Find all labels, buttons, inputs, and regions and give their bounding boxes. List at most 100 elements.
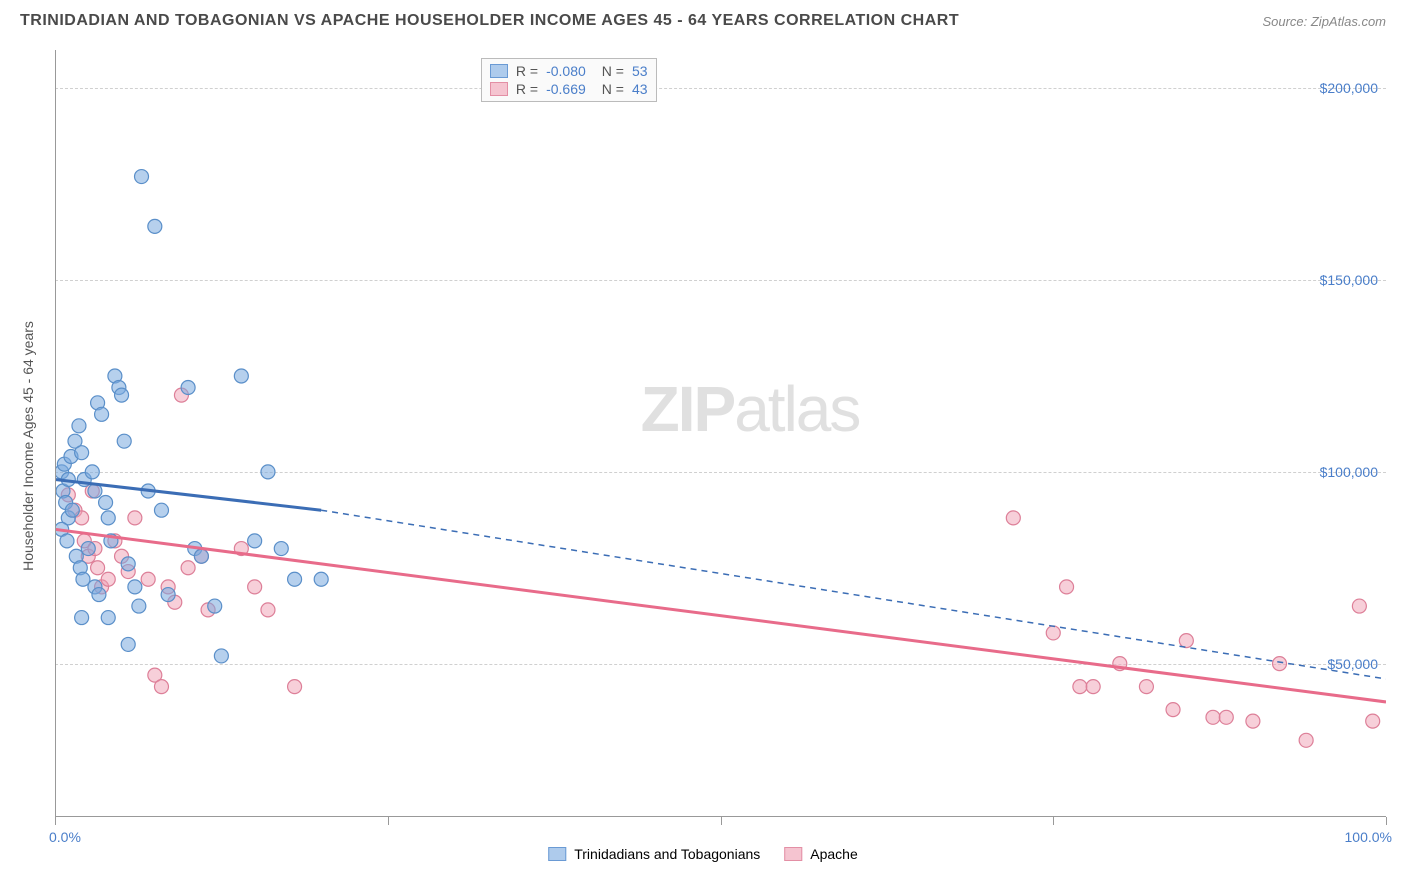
legend-swatch: [548, 847, 566, 861]
x-tick: [388, 817, 389, 825]
data-point: [128, 580, 142, 594]
data-point: [57, 457, 71, 471]
data-point: [69, 549, 83, 563]
data-point: [61, 473, 75, 487]
data-point: [288, 572, 302, 586]
legend-swatch: [784, 847, 802, 861]
legend-n-label: N =: [602, 81, 624, 97]
data-point: [91, 561, 105, 575]
data-point: [141, 572, 155, 586]
legend-n-value: 53: [632, 63, 648, 79]
correlation-legend: R = -0.080 N = 53 R = -0.669 N = 43: [481, 58, 657, 102]
x-tick: [1386, 817, 1387, 825]
legend-r-label: R =: [516, 63, 538, 79]
data-point: [208, 599, 222, 613]
x-label-min: 0.0%: [49, 829, 81, 845]
data-point: [59, 496, 73, 510]
data-point: [115, 388, 129, 402]
data-point: [1206, 710, 1220, 724]
y-tick-label: $200,000: [1320, 80, 1378, 96]
data-point: [108, 534, 122, 548]
data-point: [77, 534, 91, 548]
y-tick-label: $50,000: [1327, 656, 1378, 672]
y-axis: [55, 50, 56, 817]
chart-area: ZIPatlas $50,000$100,000$150,000$200,000…: [55, 50, 1386, 817]
data-point: [1299, 733, 1313, 747]
data-point: [128, 511, 142, 525]
scatter-svg: [55, 50, 1386, 817]
data-point: [234, 542, 248, 556]
data-point: [234, 369, 248, 383]
data-point: [88, 542, 102, 556]
data-point: [65, 503, 79, 517]
data-point: [95, 407, 109, 421]
data-point: [188, 542, 202, 556]
data-point: [75, 611, 89, 625]
data-point: [1086, 680, 1100, 694]
legend-bottom-item: Trinidadians and Tobagonians: [548, 846, 760, 862]
data-point: [99, 496, 113, 510]
x-tick: [721, 817, 722, 825]
watermark-left: ZIP: [641, 373, 735, 445]
data-point: [75, 511, 89, 525]
trend-line-b: [55, 529, 1386, 702]
data-point: [141, 484, 155, 498]
legend-n-label: N =: [602, 63, 624, 79]
data-point: [274, 542, 288, 556]
data-point: [108, 369, 122, 383]
data-point: [101, 572, 115, 586]
data-point: [121, 565, 135, 579]
data-point: [81, 542, 95, 556]
data-point: [161, 588, 175, 602]
data-point: [132, 599, 146, 613]
watermark-right: atlas: [734, 373, 859, 445]
data-point: [248, 580, 262, 594]
data-point: [61, 511, 75, 525]
data-point: [148, 668, 162, 682]
data-point: [1219, 710, 1233, 724]
gridline: [55, 472, 1386, 473]
data-point: [56, 484, 70, 498]
data-point: [168, 595, 182, 609]
data-point: [101, 511, 115, 525]
data-point: [88, 484, 102, 498]
series-legend: Trinidadians and Tobagonians Apache: [548, 846, 858, 862]
data-point: [261, 603, 275, 617]
data-point: [248, 534, 262, 548]
legend-swatch: [490, 82, 508, 96]
data-point: [55, 522, 69, 536]
gridline: [55, 280, 1386, 281]
legend-swatch: [490, 64, 508, 78]
data-point: [1352, 599, 1366, 613]
data-point: [85, 484, 99, 498]
data-point: [148, 219, 162, 233]
data-point: [174, 388, 188, 402]
y-tick-label: $150,000: [1320, 272, 1378, 288]
data-point: [135, 170, 149, 184]
gridline: [55, 88, 1386, 89]
data-point: [1006, 511, 1020, 525]
data-point: [1246, 714, 1260, 728]
data-point: [288, 680, 302, 694]
data-point: [154, 680, 168, 694]
trend-line-a-dash: [321, 510, 1386, 679]
source-label: Source: ZipAtlas.com: [1262, 14, 1386, 29]
data-point: [201, 603, 215, 617]
data-point: [60, 534, 74, 548]
data-point: [117, 434, 131, 448]
gridline: [55, 664, 1386, 665]
data-point: [181, 380, 195, 394]
data-point: [214, 649, 228, 663]
data-point: [61, 488, 75, 502]
data-point: [81, 549, 95, 563]
data-point: [101, 611, 115, 625]
data-point: [88, 580, 102, 594]
data-point: [64, 450, 78, 464]
data-point: [91, 396, 105, 410]
data-point: [1060, 580, 1074, 594]
data-point: [73, 561, 87, 575]
data-point: [68, 434, 82, 448]
chart-title: TRINIDADIAN AND TOBAGONIAN VS APACHE HOU…: [20, 12, 959, 30]
data-point: [72, 419, 86, 433]
data-point: [121, 557, 135, 571]
